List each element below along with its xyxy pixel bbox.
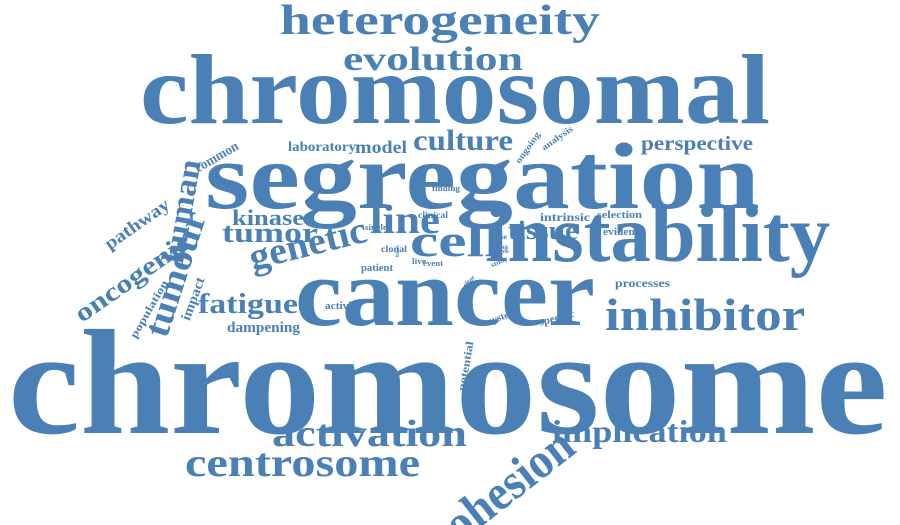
word-clinical: clinical [418, 210, 449, 220]
word-model: model [355, 137, 407, 157]
word-kinase: kinase [232, 205, 305, 230]
word-inhibitor: inhibitor [605, 289, 806, 340]
word-activation: activation [272, 413, 467, 455]
word-intrinsic: intrinsic [540, 210, 591, 224]
word-single: single [365, 223, 388, 232]
word-clonal: clonal [381, 244, 408, 254]
word-patient: patient [361, 263, 394, 274]
word-cancer: cancer [295, 239, 596, 346]
word-class: class [490, 243, 509, 251]
word-dampening: dampening [227, 320, 300, 336]
word-activity: activity [325, 301, 361, 312]
word-evolution: evolution [343, 41, 523, 78]
word-line: line [370, 197, 441, 242]
word-implication: implication [552, 413, 727, 449]
word-instability: instability [485, 191, 831, 279]
word-bias: bias [396, 245, 401, 257]
word-live: live [412, 257, 427, 266]
word-perspective: perspective [641, 133, 754, 155]
word-processes: processes [615, 276, 670, 290]
word-tumor: tumor [222, 218, 319, 249]
word-fatigue: fatigue [198, 289, 298, 320]
word-centrosome: centrosome [185, 440, 421, 485]
word-culture: culture [413, 124, 514, 157]
word-chromosome: chromosome [8, 300, 888, 466]
word-dose: dose [491, 233, 508, 241]
word-selection: selection [597, 210, 643, 221]
word-evidence: evidence [603, 227, 646, 238]
word-segregation: segregation [205, 125, 760, 229]
word-cell: cell [410, 215, 502, 266]
word-event: event [423, 259, 444, 268]
word-heterogeneity: heterogeneity [280, 0, 600, 44]
word-tissue: tissue [508, 216, 579, 245]
word-finding: finding [432, 184, 460, 193]
word-chromosomal: chromosomal [140, 34, 771, 145]
word-laboratory: laboratory [288, 140, 356, 155]
